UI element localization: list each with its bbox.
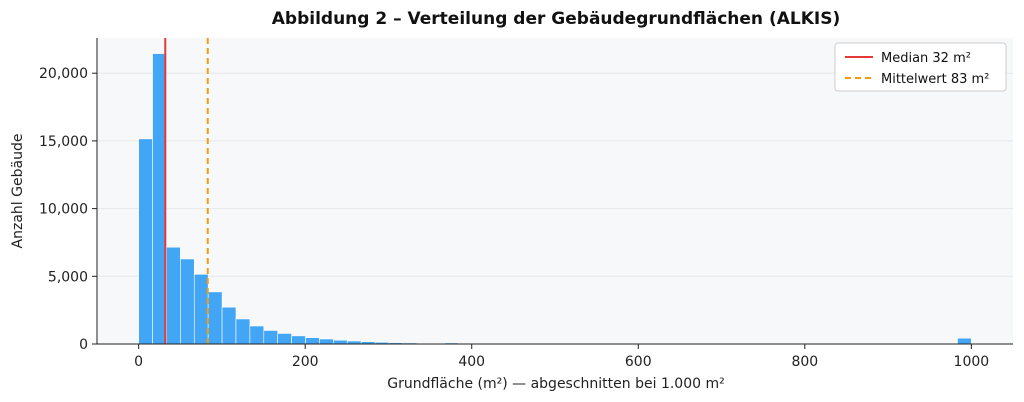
legend: Median 32 m² Mittelwert 83 m² — [834, 42, 1007, 92]
x-tick-label: 800 — [791, 354, 818, 370]
y-tick-label: 5,000 — [48, 269, 88, 285]
x-tick-label: 600 — [625, 354, 652, 370]
x-tick-label: 0 — [134, 354, 143, 370]
histogram-bar — [166, 246, 181, 345]
histogram-bar — [249, 325, 265, 345]
histogram-bar — [180, 258, 195, 345]
reference-lines — [164, 38, 209, 344]
y-tick-label: 20,000 — [39, 66, 88, 82]
legend-label: Median 32 m² — [881, 51, 971, 66]
histogram-bar — [333, 339, 348, 345]
legend-box — [834, 42, 1007, 92]
histogram-bar — [235, 318, 251, 345]
y-gridlines — [97, 72, 1013, 277]
y-tick-label: 0 — [79, 337, 88, 353]
histogram-bars — [138, 53, 972, 345]
y-axis-ticks: 0 5,000 10,000 15,000 20,000 — [39, 66, 97, 353]
x-tick-label: 400 — [458, 354, 485, 370]
histogram-bar — [138, 138, 153, 345]
y-tick-label: 10,000 — [39, 202, 88, 218]
histogram-bar — [319, 338, 334, 345]
x-axis-ticks: 0 200 400 600 800 1000 — [134, 344, 989, 370]
histogram-bar — [277, 333, 292, 345]
legend-label: Mittelwert 83 m² — [881, 72, 989, 87]
histogram-bar — [207, 291, 223, 345]
chart-title: Abbildung 2 – Verteilung der Gebäudegrun… — [272, 9, 840, 29]
y-axis-label: Anzahl Gebäude — [10, 134, 26, 249]
histogram-bar — [221, 306, 237, 345]
histogram-bar — [263, 330, 279, 345]
y-tick-label: 15,000 — [39, 134, 88, 150]
x-axis-label: Grundfläche (m²) — abgeschnitten bei 1.0… — [387, 376, 724, 392]
histogram-bar — [291, 335, 306, 345]
x-tick-label: 1000 — [954, 354, 990, 370]
histogram-bar — [305, 337, 320, 345]
histogram-bar — [957, 337, 972, 345]
x-tick-label: 200 — [292, 354, 319, 370]
histogram-bar — [193, 273, 209, 345]
